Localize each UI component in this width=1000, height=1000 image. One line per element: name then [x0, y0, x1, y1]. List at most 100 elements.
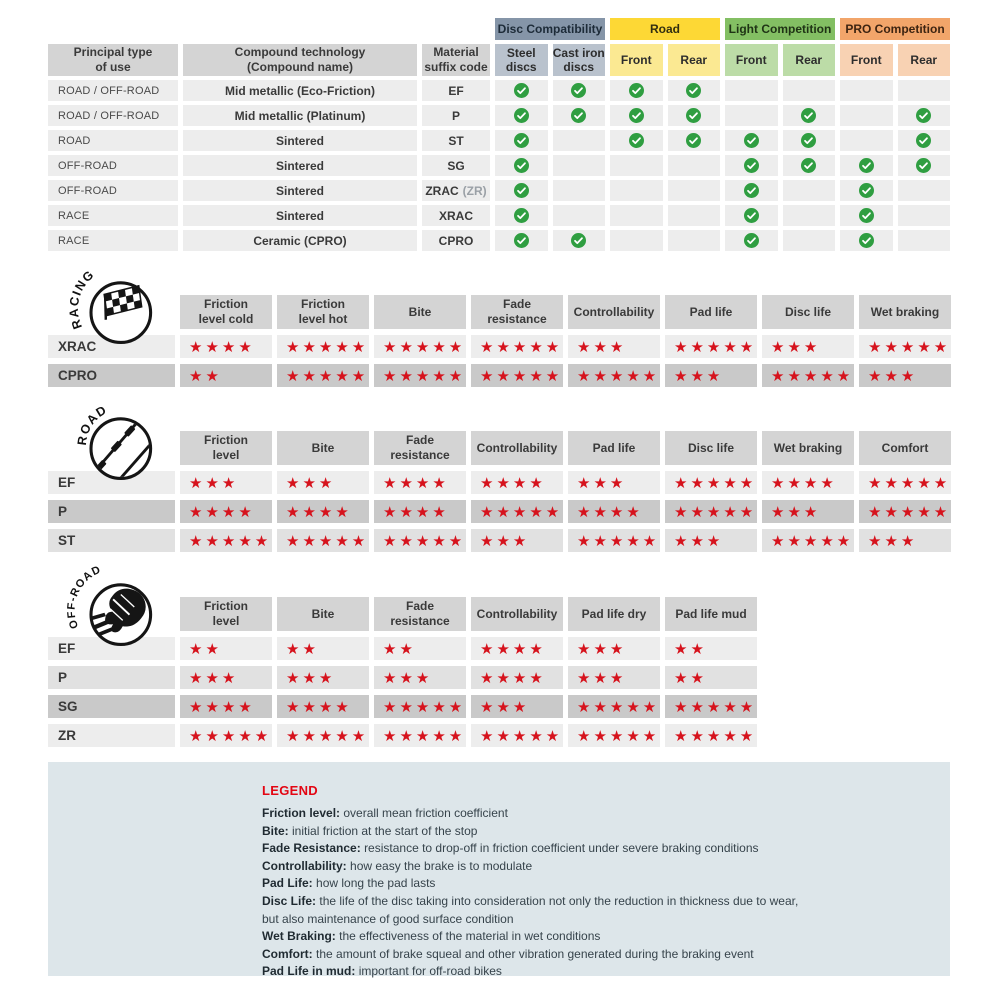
legend-item: Pad Life: how long the pad lasts — [262, 875, 920, 893]
suffix-code: EF — [448, 83, 464, 98]
rating-column-header: Fade resistance — [374, 431, 466, 465]
checkmark-icon — [686, 133, 702, 148]
star-rating: ★★★ — [568, 471, 660, 494]
rating-column-header: Controllability — [568, 295, 660, 329]
star-rating: ★★★★★ — [277, 724, 369, 747]
check-cell-light-competition-front — [725, 205, 778, 226]
star-rating: ★★★★★ — [762, 364, 854, 387]
suffix-code-cell: XRAC — [422, 205, 490, 226]
checkmark-icon — [686, 108, 702, 123]
check-cell-pro-competition-front — [840, 155, 893, 176]
star-rating: ★★★★ — [762, 471, 854, 494]
suffix-code: ZRAC — [425, 183, 459, 198]
check-cell-steel-discs — [495, 80, 548, 101]
checkmark-icon — [858, 233, 874, 248]
legend-title: LEGEND — [262, 783, 318, 798]
check-cell-road-front — [610, 105, 663, 126]
star-rating: ★★★★★ — [665, 471, 757, 494]
compound-cell: Mid metallic (Platinum) — [183, 105, 417, 126]
compound-cell: Sintered — [183, 205, 417, 226]
legend-term: Fade Resistance: — [262, 841, 361, 856]
checkmark-icon — [628, 83, 644, 98]
road-icon: ROAD — [75, 402, 153, 481]
check-cell-road-rear — [667, 155, 720, 176]
checkmark-icon — [571, 83, 587, 98]
star-rating: ★★★★ — [180, 335, 272, 358]
legend-lines: Friction level: overall mean friction co… — [262, 805, 920, 981]
check-cell-pro-competition-rear — [897, 230, 950, 251]
group-header-road: Road — [610, 18, 720, 40]
star-rating: ★★★ — [277, 666, 369, 689]
legend-item: Wet Braking: the effectiveness of the ma… — [262, 928, 920, 946]
star-rating: ★★★★★ — [568, 529, 660, 552]
legend-description: the amount of brake squeal and other vib… — [316, 946, 754, 961]
check-cell-cast-iron-discs — [552, 155, 605, 176]
check-cell-steel-discs — [495, 230, 548, 251]
star-rating: ★★★★ — [471, 666, 563, 689]
legend-term: Friction level: — [262, 806, 341, 820]
star-rating: ★★★ — [568, 637, 660, 660]
checkmark-icon — [858, 158, 874, 173]
star-rating: ★★★★ — [374, 500, 466, 523]
checkmark-icon — [916, 158, 932, 173]
legend-term: Comfort: — [262, 946, 313, 961]
rating-row-label: SG — [48, 695, 175, 718]
check-cell-light-competition-rear — [782, 80, 835, 101]
sub-header-light-competition-rear: Rear — [782, 44, 835, 76]
checkmark-icon — [801, 108, 817, 123]
suffix-code: XRAC — [438, 208, 473, 223]
checkmark-icon — [916, 133, 932, 148]
rating-column-header: Disc life — [762, 295, 854, 329]
star-rating: ★★★★★ — [665, 500, 757, 523]
check-cell-light-competition-rear — [782, 105, 835, 126]
check-cell-road-rear — [667, 230, 720, 251]
star-rating: ★★★★ — [374, 471, 466, 494]
legend-description: the effectiveness of the material in wet… — [339, 929, 601, 944]
rating-column-header: Wet braking — [859, 295, 951, 329]
checkmark-icon — [743, 133, 759, 148]
checkmark-icon — [513, 233, 529, 248]
star-rating: ★★★ — [471, 529, 563, 552]
star-rating: ★★★★★ — [471, 724, 563, 747]
legend-description: the life of the disc taking into conside… — [319, 893, 799, 908]
checkmark-icon — [916, 108, 932, 123]
star-rating: ★★★★★ — [568, 724, 660, 747]
check-cell-light-competition-rear — [782, 180, 835, 201]
check-cell-cast-iron-discs — [552, 180, 605, 201]
star-rating: ★★★★★ — [859, 335, 951, 358]
star-rating: ★★★★★ — [859, 471, 951, 494]
check-cell-light-competition-rear — [782, 230, 835, 251]
suffix-code-alt: (ZR) — [462, 183, 487, 198]
checkmark-icon — [743, 183, 759, 198]
legend-item: Bite: initial friction at the start of t… — [262, 823, 920, 841]
sub-header-pro-competition-rear: Rear — [897, 44, 950, 76]
legend-description: but also maintenance of good surface con… — [262, 911, 514, 926]
check-cell-pro-competition-front — [840, 80, 893, 101]
star-rating: ★★★ — [762, 335, 854, 358]
check-cell-pro-competition-rear — [897, 80, 950, 101]
star-rating: ★★★ — [180, 471, 272, 494]
check-cell-steel-discs — [495, 155, 548, 176]
check-cell-road-front — [610, 80, 663, 101]
suffix-code: P — [451, 108, 460, 123]
star-rating: ★★★★★ — [471, 500, 563, 523]
checkmark-icon — [571, 108, 587, 123]
star-rating: ★★★★★ — [859, 500, 951, 523]
suffix-code-cell: EF — [422, 80, 490, 101]
rating-column-header: Bite — [374, 295, 466, 329]
rating-row-label: P — [48, 500, 175, 523]
legend-term: Disc Life: — [262, 893, 317, 908]
legend-item: Friction level: overall mean friction co… — [262, 805, 920, 823]
sub-header-cast-iron-discs: Cast iron discs — [552, 44, 605, 76]
compound-cell: Ceramic (CPRO) — [183, 230, 417, 251]
rating-column-header: Friction level — [180, 597, 272, 631]
checkmark-icon — [858, 208, 874, 223]
use-type-cell: ROAD — [48, 130, 178, 151]
check-cell-cast-iron-discs — [552, 230, 605, 251]
star-rating: ★★★★★ — [374, 335, 466, 358]
compound-cell: Sintered — [183, 130, 417, 151]
checkmark-icon — [513, 133, 529, 148]
check-cell-steel-discs — [495, 180, 548, 201]
rating-column-header: Wet braking — [762, 431, 854, 465]
star-rating: ★★★★★ — [665, 695, 757, 718]
